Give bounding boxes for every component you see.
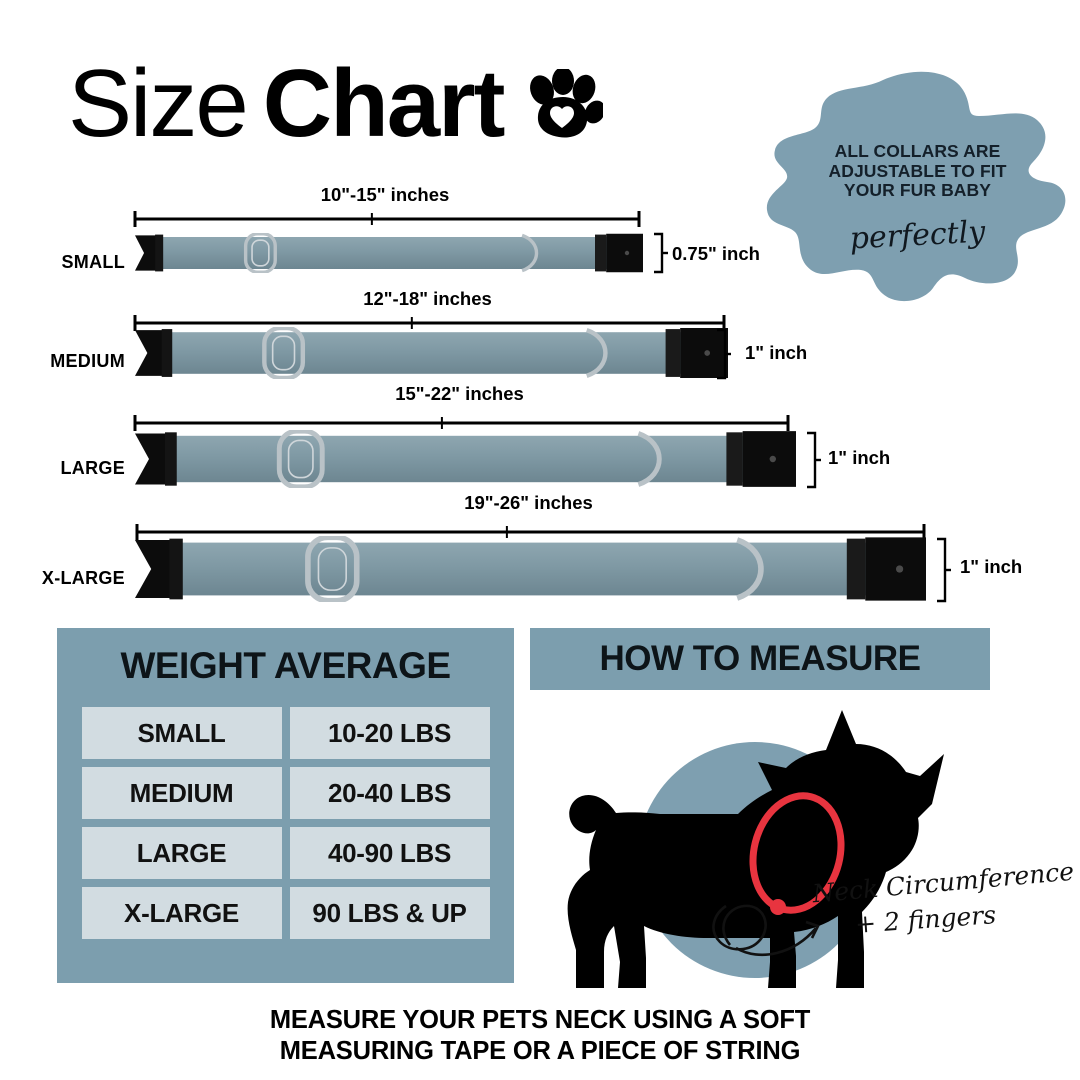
- width-measurement-bracket: [934, 537, 952, 608]
- weight-row-size: LARGE: [81, 827, 282, 879]
- collar-length-label: 12"-18" inches: [363, 288, 492, 309]
- badge-text: ALL COLLARS ARE ADJUSTABLE TO FIT YOUR F…: [765, 141, 1070, 201]
- weight-average-table: SMALL 10-20 LBS MEDIUM 20-40 LBS LARGE 40-90 …: [74, 699, 498, 947]
- collar-size-label: SMALL: [61, 252, 125, 272]
- collar-width-label: 1" inch: [960, 556, 1023, 577]
- width-measurement-bracket: [804, 431, 822, 494]
- collar-size-label: MEDIUM: [50, 351, 125, 371]
- collar-graphic: [133, 232, 645, 278]
- badge-line-2: ADJUSTABLE TO FIT: [828, 160, 1007, 181]
- weight-row-size: X-LARGE: [81, 887, 282, 939]
- paw-print-icon: [525, 66, 606, 146]
- weight-row-value: 20-40 LBS: [289, 767, 490, 819]
- length-measurement-bar: [133, 413, 790, 438]
- collar-length-label: 19"-26" inches: [464, 492, 593, 513]
- weight-row-value: 10-20 LBS: [289, 707, 490, 759]
- collar-graphic: [133, 428, 798, 493]
- collar-length-label: 15"-22" inches: [395, 383, 524, 404]
- collar-size-label: LARGE: [60, 458, 125, 478]
- table-row: SMALL 10-20 LBS: [81, 707, 490, 759]
- footer-line-1: MEASURE YOUR PETS NECK USING A SOFT: [269, 1006, 811, 1034]
- collar-length-label: 10"-15" inches: [320, 184, 450, 205]
- title-word-chart: Chart: [262, 50, 506, 157]
- table-row: MEDIUM 20-40 LBS: [81, 767, 490, 819]
- footer-instructions: MEASURE YOUR PETS NECK USING A SOFT MEAS…: [0, 1005, 1080, 1066]
- how-to-measure-title: HOW TO MEASURE: [599, 639, 921, 678]
- dog-illustration: [520, 700, 1080, 1000]
- weight-average-panel: WEIGHT AVERAGE SMALL 10-20 LBS MEDIUM 20-40…: [57, 628, 514, 983]
- weight-row-size: SMALL: [81, 707, 282, 759]
- how-to-measure-panel: HOW TO MEASURE: [530, 628, 990, 690]
- badge-line-1: ALL COLLARS ARE: [834, 141, 1001, 161]
- weight-row-value: 40-90 LBS: [289, 827, 490, 879]
- adjustable-badge: ALL COLLARS ARE ADJUSTABLE TO FIT YOUR F…: [765, 68, 1070, 308]
- page-title: Size Chart: [68, 50, 606, 157]
- weight-average-title: WEIGHT AVERAGE: [120, 645, 451, 686]
- collar-size-label: X-LARGE: [41, 568, 125, 588]
- width-measurement-bracket: [714, 328, 732, 385]
- length-measurement-bar: [133, 209, 641, 234]
- collar-width-label: 0.75" inch: [672, 243, 760, 264]
- collar-graphic: [133, 325, 730, 384]
- footer-line-2: MEASURING TAPE OR A PIECE OF STRING: [279, 1036, 801, 1065]
- width-measurement-bracket: [651, 232, 669, 279]
- collar-graphic: [133, 534, 928, 607]
- collar-width-label: 1" inch: [828, 447, 891, 468]
- curved-arrow-icon: [712, 904, 820, 957]
- weight-row-size: MEDIUM: [81, 767, 282, 819]
- title-word-size: Size: [68, 50, 249, 157]
- badge-line-3: YOUR FUR BABY: [843, 180, 992, 201]
- table-row: X-LARGE 90 LBS & UP: [81, 887, 490, 939]
- table-row: LARGE 40-90 LBS: [81, 827, 490, 879]
- weight-row-value: 90 LBS & UP: [289, 887, 490, 939]
- collar-width-label: 1" inch: [745, 342, 808, 363]
